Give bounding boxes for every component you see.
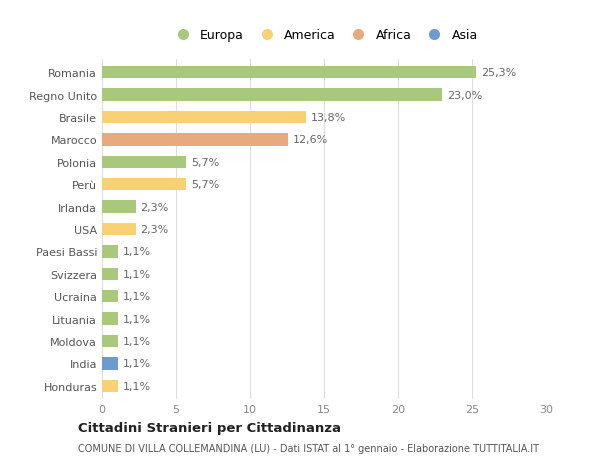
Text: 1,1%: 1,1% [123,314,151,324]
Text: 5,7%: 5,7% [191,180,219,190]
Legend: Europa, America, Africa, Asia: Europa, America, Africa, Asia [166,25,482,45]
Text: 12,6%: 12,6% [293,135,328,145]
Bar [102,224,136,235]
Bar [102,335,118,347]
Text: Cittadini Stranieri per Cittadinanza: Cittadini Stranieri per Cittadinanza [78,421,341,434]
Text: 1,1%: 1,1% [123,381,151,391]
Bar [102,179,187,191]
Text: 23,0%: 23,0% [447,90,482,101]
Bar [102,201,136,213]
Text: 1,1%: 1,1% [123,358,151,369]
Text: 1,1%: 1,1% [123,247,151,257]
Bar [102,67,476,79]
Text: 5,7%: 5,7% [191,157,219,168]
Bar [102,90,442,101]
Text: 2,3%: 2,3% [140,202,169,212]
Text: 13,8%: 13,8% [311,113,346,123]
Text: COMUNE DI VILLA COLLEMANDINA (LU) - Dati ISTAT al 1° gennaio - Elaborazione TUTT: COMUNE DI VILLA COLLEMANDINA (LU) - Dati… [78,443,539,453]
Bar [102,157,187,168]
Text: 25,3%: 25,3% [481,68,516,78]
Bar [102,291,118,302]
Bar [102,358,118,369]
Bar [102,380,118,392]
Bar [102,268,118,280]
Text: 1,1%: 1,1% [123,291,151,302]
Bar [102,134,289,146]
Bar [102,246,118,258]
Text: 2,3%: 2,3% [140,224,169,235]
Bar [102,313,118,325]
Text: 1,1%: 1,1% [123,269,151,279]
Text: 1,1%: 1,1% [123,336,151,346]
Bar [102,112,306,124]
